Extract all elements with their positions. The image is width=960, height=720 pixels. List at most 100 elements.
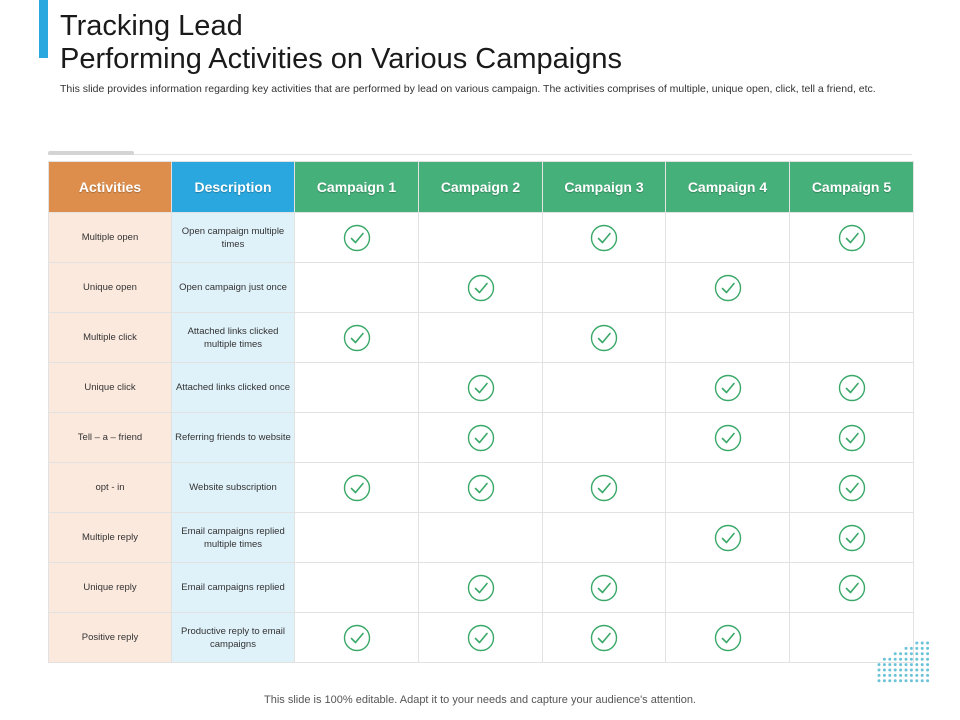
- header-campaign-5: Campaign 5: [789, 161, 914, 213]
- section-divider: [48, 154, 912, 155]
- activity-cell: Multiple reply: [48, 512, 172, 563]
- check-circle-icon: [590, 224, 618, 251]
- check-circle-icon: [590, 574, 618, 601]
- campaign-4-cell: [665, 312, 790, 363]
- page-title-line2: Performing Activities on Various Campaig…: [60, 43, 622, 75]
- check-circle-icon: [714, 274, 741, 301]
- table-row: Multiple click Attached links clicked mul…: [48, 312, 914, 363]
- campaign-2-cell: [418, 412, 543, 463]
- table-row: Positive reply Productive reply to email …: [48, 612, 914, 663]
- check-circle-icon: [838, 474, 865, 501]
- check-circle-icon: [714, 624, 741, 651]
- campaign-4-cell: [665, 212, 790, 263]
- campaign-4-cell: [665, 462, 790, 513]
- campaign-4-cell: [665, 362, 790, 413]
- campaign-4-cell: [665, 612, 790, 663]
- campaign-5-cell: [789, 312, 914, 363]
- table-row: Multiple open Open campaign multiple time…: [48, 212, 914, 263]
- activities-table: Activities Description Campaign 1 Campai…: [48, 161, 914, 663]
- check-circle-icon: [714, 424, 741, 451]
- check-circle-icon: [714, 374, 741, 401]
- campaign-1-cell: [294, 612, 419, 663]
- table-row: Unique reply Email campaigns replied: [48, 562, 914, 613]
- description-cell: Open campaign multiple times: [171, 212, 295, 263]
- campaign-1-cell: [294, 262, 419, 313]
- activity-cell: opt - in: [48, 462, 172, 513]
- check-circle-icon: [838, 424, 865, 451]
- campaign-1-cell: [294, 212, 419, 263]
- activity-cell: Unique open: [48, 262, 172, 313]
- campaign-2-cell: [418, 362, 543, 413]
- activity-cell: Tell – a – friend: [48, 412, 172, 463]
- campaign-3-cell: [542, 362, 666, 413]
- page-title-line1: Tracking Lead: [60, 10, 243, 42]
- check-circle-icon: [467, 374, 494, 401]
- check-circle-icon: [467, 274, 494, 301]
- campaign-3-cell: [542, 212, 666, 263]
- check-circle-icon: [838, 574, 865, 601]
- section-divider-highlight: [48, 151, 134, 155]
- description-cell: Email campaigns replied: [171, 562, 295, 613]
- campaign-2-cell: [418, 512, 543, 563]
- table-row: Tell – a – friend Referring friends to we…: [48, 412, 914, 463]
- campaign-2-cell: [418, 562, 543, 613]
- header-description: Description: [171, 161, 295, 213]
- campaign-1-cell: [294, 312, 419, 363]
- table-row: opt - in Website subscription: [48, 462, 914, 513]
- activity-cell: Unique click: [48, 362, 172, 413]
- campaign-1-cell: [294, 462, 419, 513]
- check-circle-icon: [467, 474, 494, 501]
- campaign-3-cell: [542, 262, 666, 313]
- activity-cell: Multiple open: [48, 212, 172, 263]
- header-campaign-4: Campaign 4: [665, 161, 790, 213]
- check-circle-icon: [838, 224, 865, 251]
- check-circle-icon: [590, 474, 618, 501]
- check-circle-icon: [343, 474, 370, 501]
- description-cell: Email campaigns replied multiple times: [171, 512, 295, 563]
- campaign-1-cell: [294, 362, 419, 413]
- header-campaign-1: Campaign 1: [294, 161, 419, 213]
- activity-cell: Unique reply: [48, 562, 172, 613]
- description-cell: Website subscription: [171, 462, 295, 513]
- campaign-5-cell: [789, 562, 914, 613]
- campaign-3-cell: [542, 412, 666, 463]
- header-campaign-2: Campaign 2: [418, 161, 543, 213]
- check-circle-icon: [467, 574, 494, 601]
- header-campaign-3: Campaign 3: [542, 161, 666, 213]
- campaign-1-cell: [294, 562, 419, 613]
- campaign-3-cell: [542, 512, 666, 563]
- check-circle-icon: [838, 524, 865, 551]
- check-circle-icon: [714, 524, 741, 551]
- decorative-dot-grid: [877, 641, 930, 683]
- check-circle-icon: [590, 624, 618, 651]
- table-row: Unique open Open campaign just once: [48, 262, 914, 313]
- table-body: Multiple open Open campaign multiple time…: [48, 212, 914, 663]
- title-accent-bar: [39, 0, 48, 58]
- page-title: Tracking Lead Performing Activities on V…: [60, 10, 920, 76]
- campaign-5-cell: [789, 612, 914, 663]
- check-circle-icon: [343, 324, 370, 351]
- table-row: Unique click Attached links clicked once: [48, 362, 914, 413]
- campaign-1-cell: [294, 412, 419, 463]
- header-activities: Activities: [48, 161, 172, 213]
- check-circle-icon: [838, 374, 865, 401]
- page-subtitle: This slide provides information regardin…: [60, 83, 876, 95]
- check-circle-icon: [343, 624, 370, 651]
- campaign-2-cell: [418, 612, 543, 663]
- campaign-4-cell: [665, 412, 790, 463]
- campaign-5-cell: [789, 512, 914, 563]
- campaign-3-cell: [542, 312, 666, 363]
- description-cell: Attached links clicked multiple times: [171, 312, 295, 363]
- campaign-5-cell: [789, 212, 914, 263]
- campaign-5-cell: [789, 362, 914, 413]
- campaign-5-cell: [789, 462, 914, 513]
- campaign-5-cell: [789, 412, 914, 463]
- campaign-4-cell: [665, 512, 790, 563]
- description-cell: Productive reply to email campaigns: [171, 612, 295, 663]
- description-cell: Attached links clicked once: [171, 362, 295, 413]
- check-circle-icon: [590, 324, 618, 351]
- check-circle-icon: [467, 424, 494, 451]
- campaign-4-cell: [665, 562, 790, 613]
- check-circle-icon: [467, 624, 494, 651]
- activity-cell: Multiple click: [48, 312, 172, 363]
